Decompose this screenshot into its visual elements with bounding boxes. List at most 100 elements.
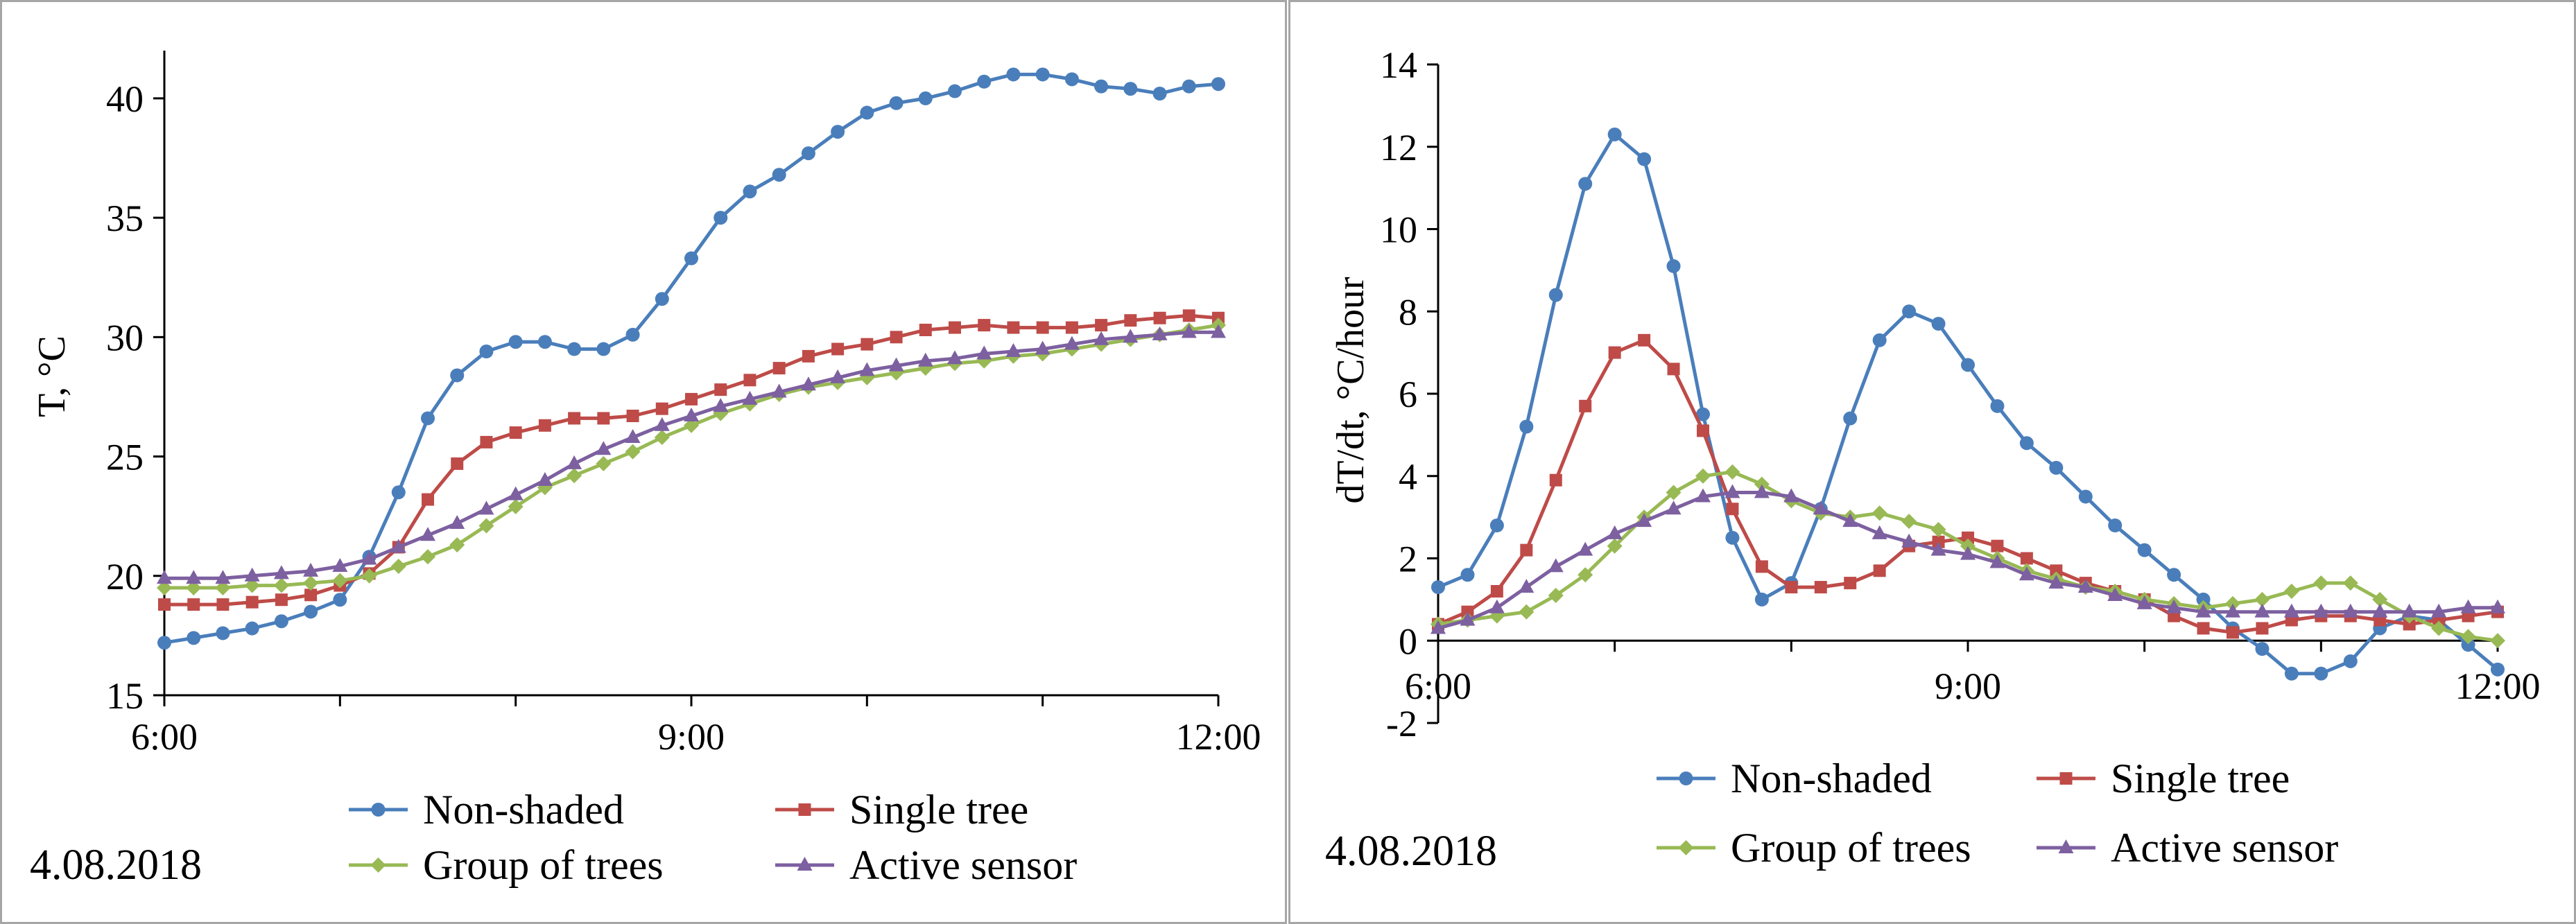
data-point — [1065, 321, 1078, 334]
data-point — [480, 435, 493, 448]
data-point — [391, 485, 406, 500]
data-point — [1844, 577, 1857, 590]
data-point — [1005, 343, 1021, 357]
data-point — [2107, 586, 2123, 601]
data-point — [1962, 531, 1974, 544]
data-point — [304, 604, 318, 619]
data-point — [2254, 603, 2270, 618]
data-point — [1666, 500, 1682, 515]
data-point — [2314, 666, 2328, 681]
data-point — [1430, 620, 1446, 634]
data-point — [157, 570, 172, 584]
data-point — [1991, 539, 2004, 552]
data-point — [538, 419, 551, 432]
data-point — [2197, 622, 2210, 635]
data-point — [537, 335, 552, 349]
data-point — [2078, 489, 2093, 504]
data-point — [830, 369, 846, 383]
data-point — [2431, 603, 2447, 618]
data-point — [889, 96, 904, 110]
data-point — [919, 324, 932, 336]
data-point — [2372, 603, 2388, 618]
data-point — [1124, 314, 1137, 327]
data-point — [2195, 603, 2211, 618]
legend-swatch-marker — [2059, 772, 2073, 785]
data-point — [2019, 436, 2034, 451]
data-point — [1182, 79, 1196, 94]
x-tick-label: 12:00 — [1175, 716, 1261, 758]
data-point — [714, 211, 728, 225]
left-chart-panel: 4.08.2018 T, °C 15 20 25 30 35 40 6:00 9:00 12:0… — [0, 0, 1287, 924]
data-point — [1872, 333, 1887, 347]
data-point — [977, 74, 992, 89]
data-point — [568, 412, 581, 425]
data-point — [802, 349, 815, 363]
data-point — [157, 580, 172, 595]
data-point — [684, 417, 699, 433]
data-point — [626, 410, 639, 422]
data-point — [333, 593, 347, 607]
data-point — [831, 125, 845, 139]
data-point — [684, 408, 699, 421]
data-point — [1755, 560, 1768, 573]
temperature-chart: 4.08.2018 T, °C 15 20 25 30 35 40 6:00 9:00 12:0… — [30, 51, 1261, 889]
data-point — [244, 577, 260, 593]
data-point — [1931, 317, 1946, 331]
y-tick-label: 14 — [1380, 44, 1417, 86]
date-label: 4.08.2018 — [1325, 828, 1497, 875]
data-point — [2019, 566, 2034, 581]
data-point — [332, 558, 348, 572]
data-point — [1754, 592, 1769, 607]
data-point — [1638, 333, 1651, 347]
data-point — [2490, 633, 2505, 649]
data-point — [1549, 473, 1562, 487]
data-point — [655, 292, 669, 306]
data-point — [1608, 346, 1621, 359]
data-point — [1697, 424, 1709, 437]
legend-label: Group of trees — [1731, 825, 1971, 871]
data-point — [888, 357, 904, 372]
data-point — [332, 573, 348, 589]
data-point — [1636, 513, 1652, 528]
data-point — [1666, 259, 1681, 273]
data-point — [2460, 629, 2476, 645]
y-tick-label: 35 — [106, 198, 144, 239]
data-point — [187, 598, 200, 611]
data-point — [2343, 654, 2358, 668]
x-tick-label: 6:00 — [1405, 665, 1471, 707]
data-point — [1035, 67, 1050, 82]
series-line — [164, 323, 1219, 590]
y-tick-label: 40 — [106, 78, 144, 120]
y-axis-label: dT/dt, °C/hour — [1329, 277, 1372, 504]
x-tick-label: 9:00 — [658, 716, 725, 758]
data-point — [2461, 638, 2475, 652]
data-point — [1754, 484, 1770, 498]
legend-swatch-marker — [371, 803, 386, 817]
data-point — [655, 402, 668, 415]
legend-swatch-marker — [798, 803, 811, 816]
legend-swatch-marker — [370, 857, 386, 873]
data-point — [1666, 485, 1682, 500]
y-axis-label: T, °C — [31, 335, 74, 417]
data-point — [918, 91, 933, 105]
data-point — [801, 146, 815, 161]
data-point — [1431, 580, 1445, 595]
legend-swatch-marker — [1679, 772, 1693, 785]
data-point — [157, 636, 171, 650]
data-point — [303, 562, 319, 577]
data-point — [2049, 460, 2064, 475]
series-line — [164, 313, 1219, 607]
data-point — [479, 345, 494, 358]
data-point — [1842, 513, 1858, 528]
data-point — [2050, 564, 2063, 577]
data-point — [949, 321, 961, 334]
data-point — [685, 392, 698, 406]
data-point — [1783, 488, 1799, 503]
data-point — [1064, 72, 1079, 87]
data-point — [245, 595, 259, 609]
series-line — [1437, 338, 2498, 634]
data-point — [567, 342, 582, 356]
data-point — [1901, 533, 1917, 548]
data-point — [1814, 581, 1827, 594]
data-point — [1489, 599, 1505, 613]
